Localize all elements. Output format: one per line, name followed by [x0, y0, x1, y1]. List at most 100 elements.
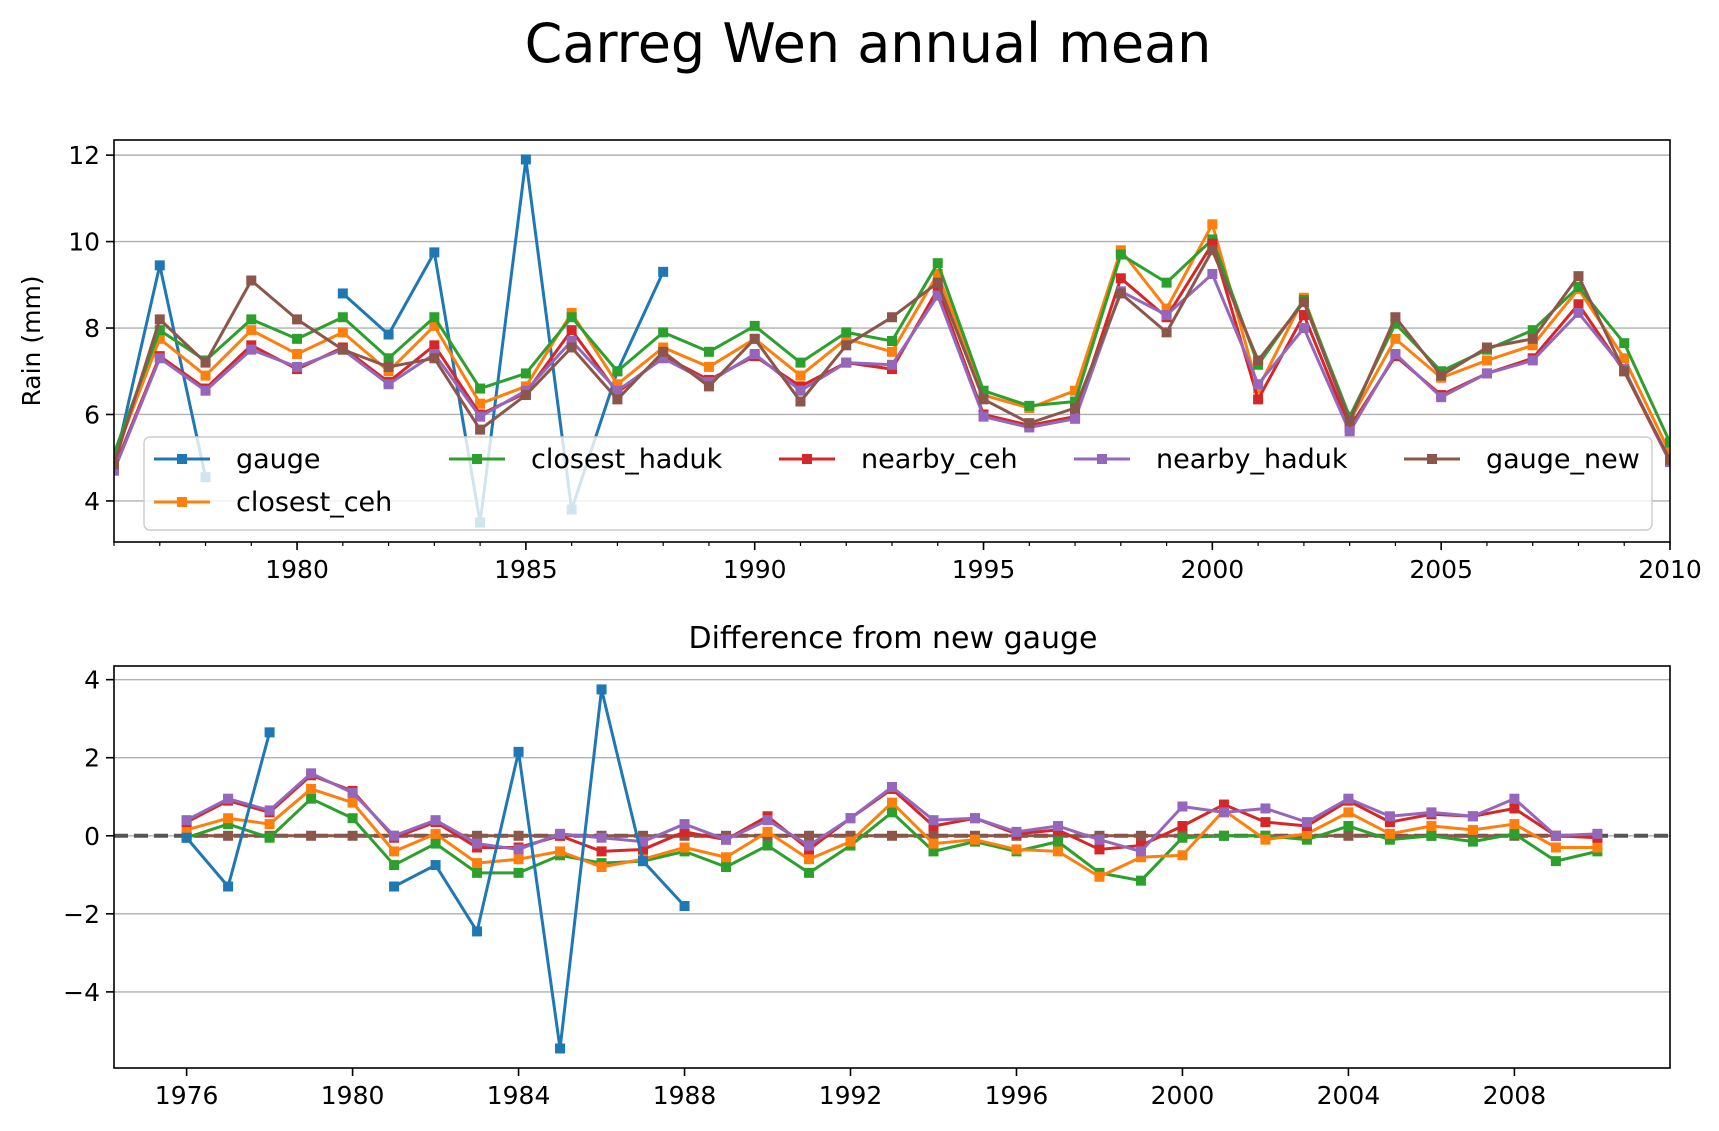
data-point-closest_haduk [429, 312, 440, 323]
data-point-closest_ceh [555, 846, 566, 857]
data-point-nearby_haduk [1467, 811, 1478, 822]
data-point-nearby_haduk [638, 836, 649, 847]
data-point-closest_ceh [1384, 828, 1395, 839]
legend-label-closest_haduk: closest_haduk [531, 444, 723, 475]
data-point-closest_ceh [795, 370, 806, 381]
data-point-gauge_new [638, 830, 649, 841]
data-point-gauge_new [1390, 312, 1401, 323]
data-point-gauge_new [1467, 830, 1478, 841]
data-point-closest_ceh [1527, 340, 1538, 351]
x-tick-label: 2004 [1317, 1081, 1381, 1110]
x-tick-label: 1984 [487, 1081, 551, 1110]
data-point-nearby_haduk [1481, 368, 1492, 379]
data-point-closest_ceh [1343, 807, 1354, 818]
y-tick-label: 4 [84, 666, 100, 695]
data-point-nearby_ceh [1218, 799, 1229, 810]
data-point-nearby_haduk [1384, 811, 1395, 822]
data-point-gauge_new [841, 340, 852, 351]
data-point-closest_ceh [887, 797, 897, 808]
data-point-gauge_new [246, 275, 257, 286]
data-point-nearby_haduk [566, 336, 577, 346]
data-point-gauge_new [1135, 830, 1146, 841]
data-point-nearby_ceh [932, 284, 943, 295]
data-point-closest_haduk [612, 366, 623, 377]
data-point-gauge_new [1207, 245, 1218, 256]
data-point-closest_ceh [1161, 303, 1172, 314]
data-point-closest_haduk [1426, 830, 1437, 841]
legend-box [143, 436, 1653, 531]
data-point-nearby_haduk [928, 815, 939, 826]
series-line-gauge [341, 157, 665, 525]
data-point-closest_ceh [612, 379, 623, 390]
x-tick-label: 1976 [155, 1081, 219, 1110]
data-point-nearby_ceh [1177, 821, 1188, 832]
data-point-gauge_new [347, 830, 358, 841]
data-point-gauge_new [612, 394, 623, 405]
data-point-closest_ceh [181, 824, 192, 835]
data-point-nearby_haduk [1436, 392, 1447, 403]
data-point-closest_haduk [1573, 281, 1584, 292]
data-point-closest_haduk [1052, 836, 1063, 847]
data-point-nearby_haduk [679, 819, 690, 830]
data-point-closest_ceh [845, 836, 856, 847]
data-point-nearby_ceh [928, 821, 939, 832]
data-point-closest_haduk [430, 838, 441, 849]
data-point-closest_haduk [887, 807, 897, 818]
data-point-closest_haduk [1161, 277, 1172, 288]
data-point-nearby_haduk [472, 838, 483, 849]
legend-marker-gauge [177, 454, 187, 464]
data-point-gauge_new [1481, 342, 1492, 353]
data-point-closest_ceh [1094, 871, 1105, 882]
data-point-closest_ceh [596, 862, 607, 872]
data-point-closest_haduk [804, 867, 815, 878]
data-point-gauge_new [383, 361, 394, 372]
data-point-nearby_haduk [389, 830, 400, 841]
data-point-closest_haduk [1384, 834, 1395, 845]
data-point-nearby_haduk [969, 813, 980, 824]
data-point-closest_haduk [513, 867, 524, 878]
data-point-closest_haduk [887, 336, 897, 346]
data-point-nearby_haduk [264, 805, 275, 816]
data-point-gauge [520, 154, 531, 165]
data-point-closest_haduk [264, 832, 275, 843]
data-point-closest_ceh [429, 320, 440, 331]
data-point-gauge [223, 881, 234, 892]
data-point-nearby_haduk [596, 832, 607, 843]
axes-frame [113, 665, 1671, 1069]
chart-title: Carreg Wen annual mean [525, 12, 1212, 75]
data-point-nearby_haduk [1070, 413, 1081, 424]
x-tick-label: 1996 [985, 1081, 1049, 1110]
data-point-nearby_haduk [721, 834, 732, 845]
data-point-closest_ceh [1426, 821, 1437, 832]
data-point-gauge_new [1052, 830, 1063, 841]
data-point-gauge [658, 266, 669, 277]
data-point-nearby_haduk [223, 793, 234, 804]
data-point-closest_ceh [1135, 852, 1146, 863]
data-point-closest_ceh [306, 783, 317, 794]
data-point-gauge_new [114, 459, 119, 470]
data-point-gauge_new [887, 830, 897, 841]
x-tick-label: 1980 [321, 1081, 385, 1110]
data-point-gauge [596, 684, 607, 695]
data-point-closest_haduk [347, 813, 358, 824]
data-point-closest_haduk [292, 333, 303, 344]
data-point-nearby_haduk [1426, 807, 1437, 818]
data-point-nearby_ceh [1298, 310, 1309, 321]
x-tick-label: 1985 [494, 555, 558, 584]
data-point-nearby_haduk [1260, 803, 1271, 814]
y-tick-label: 12 [68, 141, 100, 170]
data-point-nearby_haduk [181, 815, 192, 826]
data-point-nearby_haduk [1207, 269, 1218, 279]
data-point-closest_haduk [1665, 437, 1670, 448]
data-point-closest_ceh [1509, 819, 1520, 830]
data-point-nearby_ceh [1384, 817, 1395, 828]
data-point-gauge_new [703, 381, 714, 392]
data-point-closest_haduk [762, 840, 773, 851]
x-tick-label: 1988 [653, 1081, 717, 1110]
data-point-gauge [513, 746, 524, 757]
data-point-closest_ceh [200, 370, 211, 381]
data-point-closest_haduk [223, 819, 234, 830]
data-point-gauge_new [804, 830, 815, 841]
data-point-closest_ceh [472, 858, 483, 869]
data-point-closest_haduk [1024, 400, 1035, 411]
